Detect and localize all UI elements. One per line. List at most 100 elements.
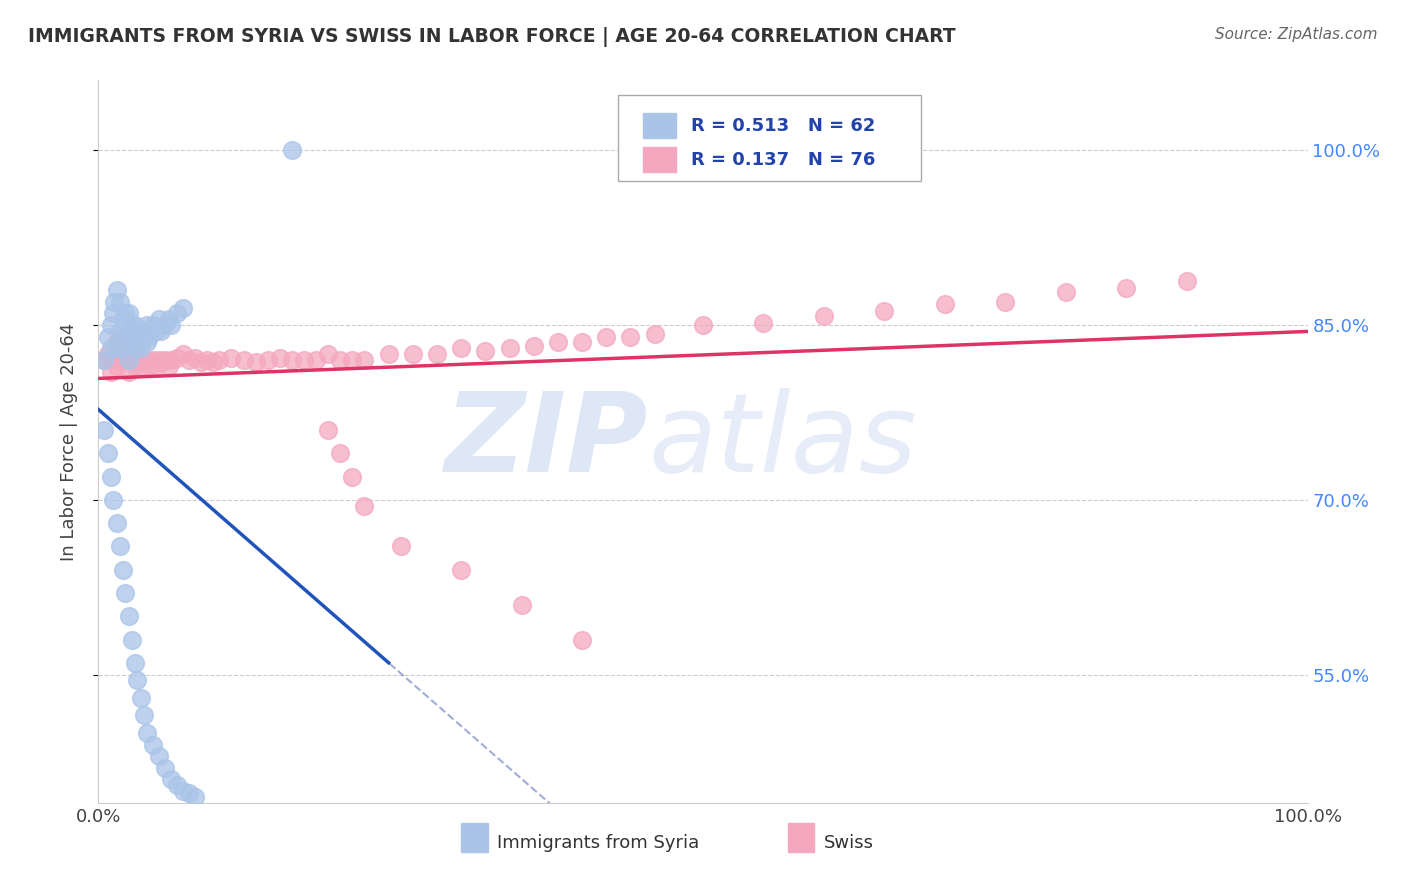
Point [134,353,156,368]
Point [135,318,157,332]
Point [138,329,160,343]
Point [105,341,128,355]
Point [342,469,364,483]
Point [111,563,134,577]
Text: Immigrants from Syria: Immigrants from Syria [498,833,700,852]
Text: Swiss: Swiss [824,833,875,852]
Point [97,446,120,460]
Point [150,355,173,369]
Point [108,540,131,554]
Point [145,324,167,338]
Point [127,341,149,355]
Point [316,423,339,437]
Point [135,353,157,368]
Point [166,351,188,365]
Point [114,586,136,600]
Point [873,304,896,318]
Point [232,353,254,368]
Point [269,351,291,365]
Point [121,335,143,350]
Point [118,306,141,320]
Point [111,312,134,326]
Point [153,318,176,332]
Point [108,347,131,361]
Text: atlas: atlas [648,388,917,495]
Point [111,341,134,355]
Point [179,353,201,368]
Point [114,329,136,343]
FancyBboxPatch shape [461,823,488,852]
Point [595,329,617,343]
Point [190,355,212,369]
Point [114,341,136,355]
Point [157,359,180,373]
Point [934,297,956,311]
FancyBboxPatch shape [643,113,676,138]
Point [148,312,170,326]
Point [111,329,134,343]
FancyBboxPatch shape [619,95,921,181]
Point [195,353,218,368]
Point [142,318,165,332]
Point [994,294,1017,309]
Text: ZIP: ZIP [446,388,648,495]
Point [292,353,315,368]
Point [752,316,775,330]
Point [474,343,496,358]
Point [100,365,122,379]
Point [108,294,131,309]
Point [100,318,122,332]
Point [160,772,183,787]
Point [1115,281,1137,295]
Point [97,347,120,361]
Point [101,492,124,507]
Point [124,318,146,332]
Point [172,301,194,315]
Point [184,351,207,365]
Point [118,324,141,338]
Point [124,347,146,361]
Point [153,761,176,775]
Point [179,787,201,801]
Point [571,632,593,647]
Point [97,329,120,343]
Point [134,708,156,723]
Point [1054,285,1077,300]
Point [245,355,267,369]
Point [100,341,122,355]
Point [124,329,146,343]
Point [118,365,141,379]
Point [172,347,194,361]
Point [105,359,128,373]
Point [121,353,143,368]
Point [93,423,115,437]
Point [105,283,128,297]
Point [316,347,339,361]
Point [101,306,124,320]
Point [172,784,194,798]
Point [426,347,449,361]
Text: R = 0.513   N = 62: R = 0.513 N = 62 [690,117,876,135]
Point [101,353,124,368]
Point [121,318,143,332]
Point [129,324,152,338]
Point [135,726,157,740]
Point [148,749,170,764]
Point [127,324,149,338]
Point [202,355,225,369]
Y-axis label: In Labor Force | Age 20-64: In Labor Force | Age 20-64 [59,322,77,561]
Point [121,632,143,647]
Point [160,318,183,332]
Point [208,353,231,368]
Point [118,347,141,361]
Point [127,673,149,688]
Text: IMMIGRANTS FROM SYRIA VS SWISS IN LABOR FORCE | AGE 20-64 CORRELATION CHART: IMMIGRANTS FROM SYRIA VS SWISS IN LABOR … [28,27,956,46]
Point [221,351,243,365]
Point [118,609,141,624]
Point [111,353,134,368]
Text: R = 0.137   N = 76: R = 0.137 N = 76 [690,151,876,169]
Point [153,353,176,368]
Point [547,335,569,350]
Point [619,329,641,343]
Point [523,339,546,353]
